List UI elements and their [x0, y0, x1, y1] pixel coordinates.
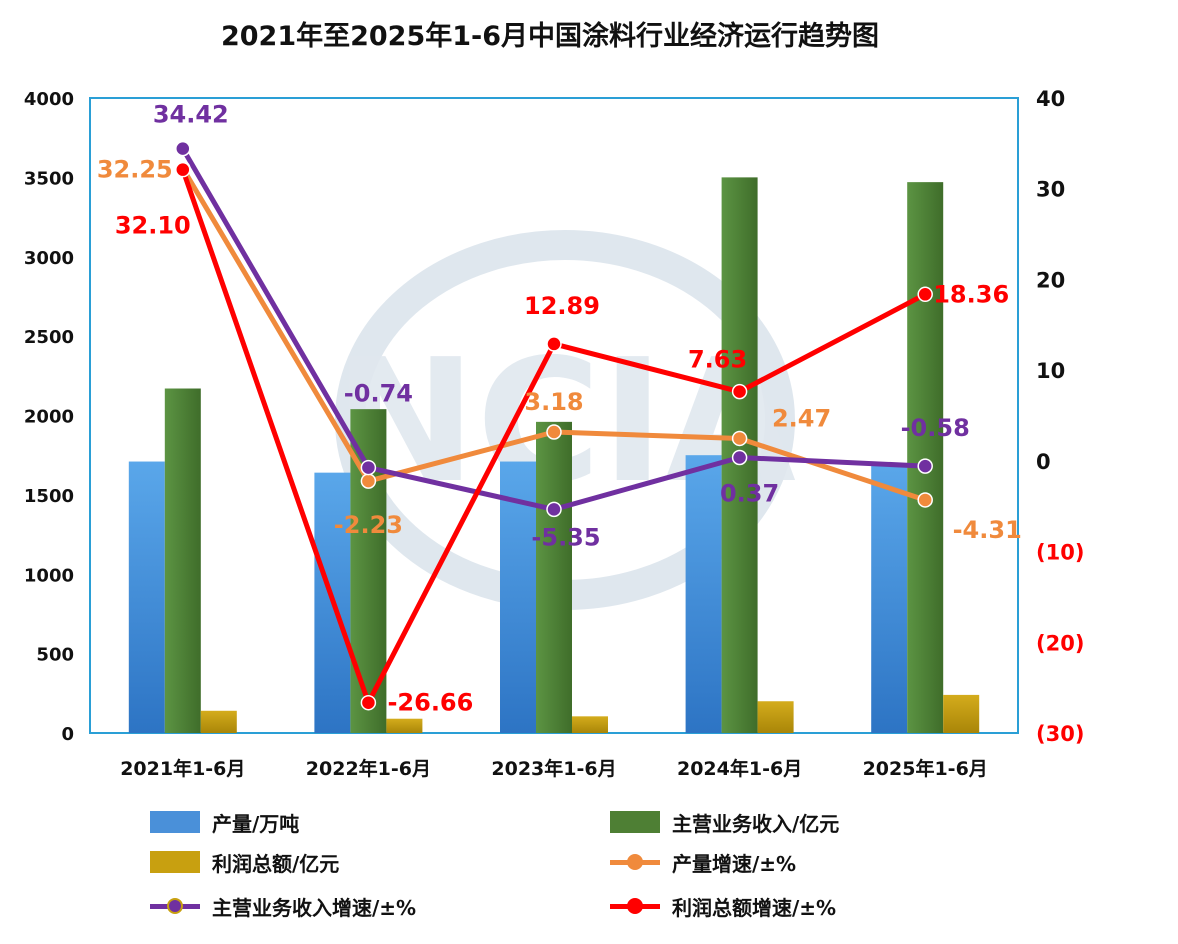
y-right-tick-label: 30	[1036, 178, 1065, 202]
line-point	[917, 492, 933, 508]
data-label: 18.36	[933, 280, 1009, 308]
bar	[757, 701, 794, 733]
x-tick-label: 2024年1-6月	[677, 757, 802, 780]
bar	[200, 710, 237, 733]
y-right-tick-label: 10	[1036, 359, 1065, 383]
y-left-tick-label: 2000	[24, 407, 74, 428]
y-left-tick-label: 0	[61, 724, 74, 745]
data-label: 34.42	[153, 101, 229, 129]
data-label: 12.89	[524, 292, 600, 320]
line-point	[546, 424, 562, 440]
line-point	[360, 473, 377, 489]
line-point	[917, 458, 933, 474]
data-label: -4.31	[953, 516, 1022, 544]
legend-label: 主营业务收入/亿元	[672, 811, 840, 836]
x-tick-label: 2023年1-6月	[491, 757, 616, 780]
legend-item: 主营业务收入增速/±%	[150, 890, 416, 922]
bar	[164, 388, 201, 733]
y-right-tick-label: (20)	[1036, 631, 1084, 655]
legend: 产量/万吨 主营业务收入/亿元利润总额/亿元 产量增速/±% 主营业务收入增速/±% 利…	[150, 806, 950, 936]
bar	[572, 716, 608, 733]
data-label: -2.23	[334, 511, 403, 539]
legend-item: 利润总额增速/±%	[610, 890, 836, 922]
bar	[871, 463, 908, 733]
x-tick-label: 2022年1-6月	[306, 757, 431, 780]
y-left-tick-label: 4000	[24, 89, 74, 110]
bar	[536, 421, 572, 733]
y-left-tick-label: 1500	[24, 486, 74, 507]
legend-swatch	[150, 851, 200, 873]
legend-item: 产量增速/±%	[610, 846, 796, 878]
data-label: 2.47	[772, 404, 831, 432]
legend-label: 利润总额/亿元	[212, 851, 340, 876]
y-right-tick-label: 20	[1036, 268, 1065, 292]
y-left-tick-label: 3500	[24, 168, 74, 189]
line-point	[731, 430, 748, 447]
legend-line-marker	[610, 851, 660, 873]
y-right-tick-label: 40	[1036, 87, 1065, 111]
legend-line-marker	[610, 895, 660, 917]
line-point	[175, 140, 191, 157]
y-left-tick-label: 1000	[24, 565, 74, 586]
bar	[386, 718, 423, 733]
line-point	[731, 449, 748, 466]
x-tick-label: 2025年1-6月	[863, 757, 988, 780]
legend-label: 利润总额增速/±%	[672, 895, 837, 920]
data-label: -5.35	[531, 523, 600, 551]
line-point	[546, 501, 562, 518]
legend-swatch	[150, 811, 200, 833]
line-point	[731, 383, 748, 400]
y-right-tick-label: (30)	[1036, 722, 1084, 746]
bar	[943, 694, 980, 733]
line-point	[917, 286, 933, 303]
data-label: 7.63	[688, 346, 747, 374]
data-label: 0.37	[720, 480, 779, 508]
legend-label: 产量增速/±%	[672, 851, 797, 876]
bar	[685, 455, 722, 733]
legend-label: 产量/万吨	[212, 811, 300, 836]
chart-title: 2021年至2025年1-6月中国涂料行业经济运行趋势图	[220, 21, 880, 52]
legend-line-marker	[150, 895, 200, 917]
line-point	[360, 459, 377, 476]
data-label: 32.10	[115, 212, 191, 240]
line-point	[175, 161, 191, 178]
line-point	[360, 694, 377, 711]
legend-label: 主营业务收入增速/±%	[212, 895, 417, 920]
data-label: -0.58	[901, 414, 970, 442]
data-label: -0.74	[344, 380, 413, 408]
data-label: 3.18	[524, 388, 583, 416]
data-label: -26.66	[387, 689, 473, 717]
y-left-tick-label: 2500	[24, 327, 74, 348]
y-right-tick-label: 0	[1036, 450, 1051, 474]
data-label: 32.25	[97, 155, 173, 183]
y-right-tick-label: (10)	[1036, 541, 1084, 565]
y-left-tick-label: 500	[36, 645, 74, 666]
bar	[907, 182, 944, 733]
line-point	[546, 336, 562, 352]
x-tick-label: 2021年1-6月	[120, 757, 245, 780]
bar	[128, 461, 165, 733]
y-left-tick-label: 3000	[24, 248, 74, 269]
legend-swatch	[610, 811, 660, 833]
legend-item: 主营业务收入/亿元	[610, 806, 839, 838]
bar	[500, 461, 536, 733]
legend-item: 产量/万吨	[150, 806, 299, 838]
legend-item: 利润总额/亿元	[150, 846, 339, 878]
